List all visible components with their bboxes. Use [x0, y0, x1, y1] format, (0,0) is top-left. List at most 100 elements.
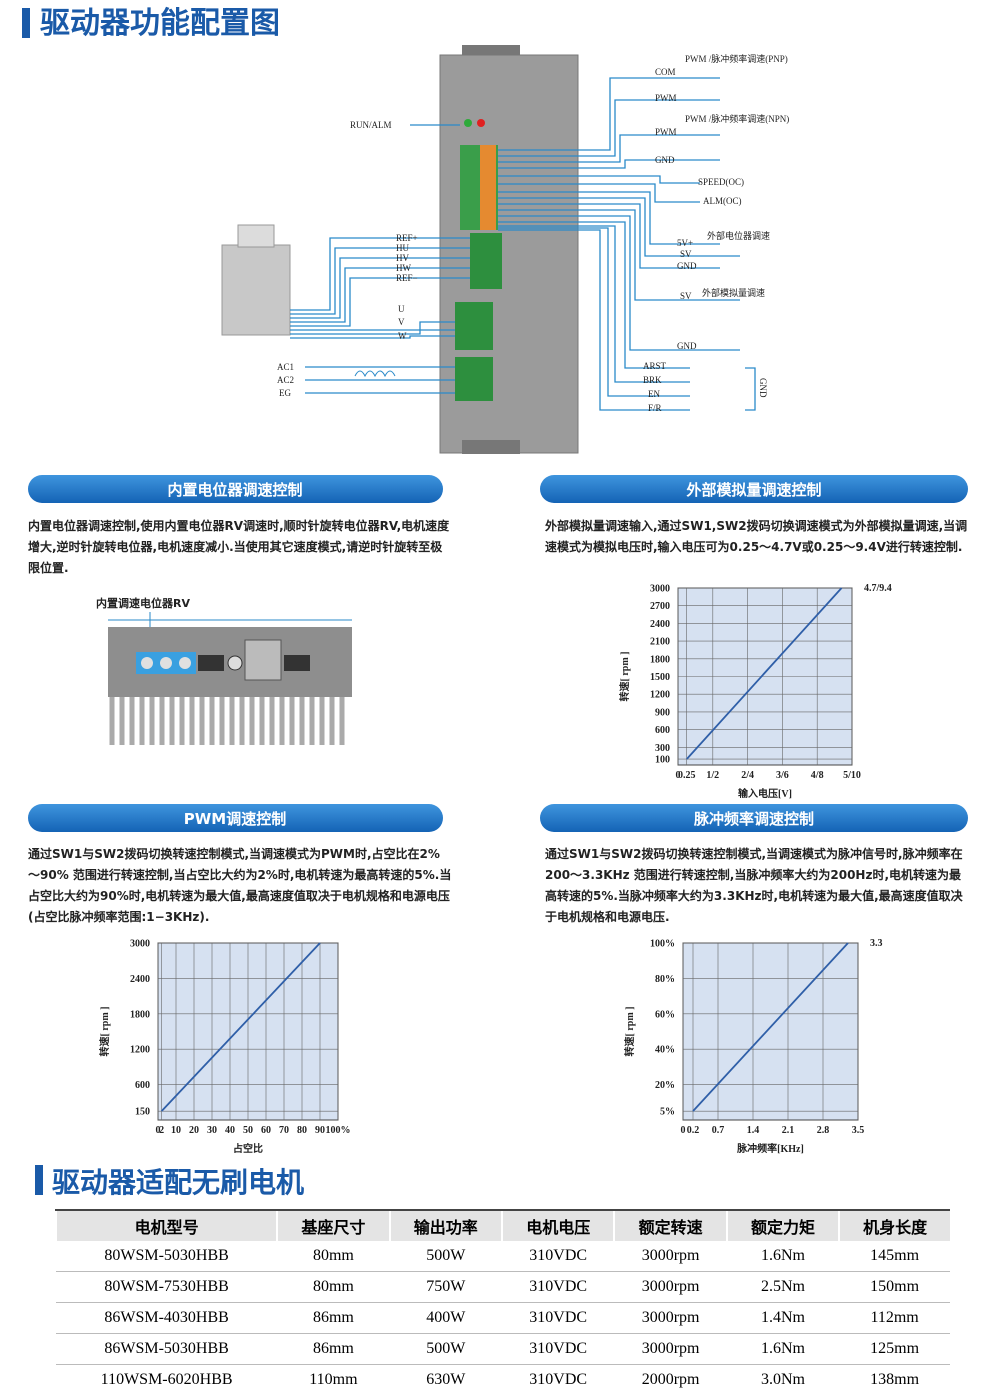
table-cell: 2.5Nm [726, 1271, 840, 1303]
section-bar [540, 475, 968, 503]
data-line [160, 942, 321, 1112]
y-tick-label: 300 [655, 743, 670, 754]
table-cell: 3000rpm [614, 1302, 727, 1334]
diagram-label: W [398, 331, 407, 341]
table-cell: 310VDC [502, 1271, 615, 1303]
y-tick-label: 1500 [650, 672, 670, 683]
section-text: 外部模拟量调速输入,通过SW1,SW2拨码切换调速模式为外部模拟量调速,当调速模… [545, 519, 968, 554]
motor-table: 电机型号 基座尺寸 输出功率 电机电压 额定转速 额定力矩 机身长度 80WSM-5030HB… [54, 1209, 950, 1393]
section-title: 外部模拟量调速控制 [685, 481, 821, 499]
x-tick-label: 70 [279, 1125, 289, 1136]
table-cell: 80mm [277, 1241, 390, 1272]
x-tick-label: 1/2 [706, 770, 719, 781]
potentiometer-image [108, 612, 352, 745]
x-tick-label: 2 [159, 1125, 164, 1136]
x-tick-label: 1.4 [747, 1125, 760, 1136]
table-cell: 750W [389, 1271, 502, 1303]
y-tick-label: 100 [655, 755, 670, 766]
diagram-label: 外部模拟量调速 [702, 287, 765, 298]
table-cell: 500W [389, 1333, 502, 1365]
y-tick-label: 900 [655, 707, 670, 718]
x-tick-label: 0 [681, 1125, 686, 1136]
column-header: 电机电压 [500, 1209, 615, 1241]
x-tick-label: 0.7 [712, 1125, 725, 1136]
table-title: 驱动器适配无刷电机 [52, 1166, 304, 1199]
diagram-label: 5V+ [677, 238, 693, 248]
x-axis-label: 占空比 [233, 1142, 263, 1155]
table-cell: 310VDC [502, 1364, 615, 1393]
table-row: 80WSM-5030HBB 80mm 500W 310VDC 3000rpm 1.6Nm 1… [56, 1241, 950, 1272]
table-cell: 110mm [277, 1364, 390, 1393]
column-header: 额定力矩 [725, 1209, 840, 1241]
table-cell: 3000rpm [614, 1271, 727, 1303]
x-tick-label: 10 [171, 1125, 181, 1136]
diagram-label: SPEED(OC) [698, 177, 744, 187]
section-title: 脉冲频率调速控制 [693, 810, 814, 828]
annotation: 3.3 [870, 938, 883, 949]
table-row: 86WSM-4030HBB 86mm 400W 310VDC 3000rpm 1.4Nm 1… [56, 1302, 950, 1334]
table-cell: 112mm [839, 1302, 950, 1334]
table-cell: 86WSM-4030HBB [56, 1302, 278, 1334]
header-row: 电机型号 基座尺寸 输出功率 电机电压 额定转速 额定力矩 机身长度 [54, 1209, 950, 1241]
table-cell: 80mm [277, 1271, 390, 1303]
y-tick-label: 600 [655, 725, 670, 736]
diagram-label: COM [655, 67, 676, 77]
section-text: 通过SW1与SW2拨码切换转速控制模式,当调速模式为PWM时,占空比在2% ～9… [28, 847, 452, 924]
y-axis-label: 转速[ rpm ] [623, 1007, 636, 1057]
y-tick-label: 60% [655, 1009, 675, 1020]
x-axis-label: 输入电压[V] [738, 787, 792, 800]
table-cell: 630W [389, 1364, 502, 1393]
y-tick-label: 1800 [130, 1009, 150, 1020]
diagram-label: BRK [643, 375, 662, 385]
x-tick-label: 3.5 [852, 1125, 865, 1136]
x-tick-label: 2/4 [741, 770, 754, 781]
y-tick-label: 1800 [650, 654, 670, 665]
table-cell: 310VDC [502, 1241, 615, 1272]
table-cell: 2000rpm [614, 1364, 727, 1393]
table-cell: 145mm [839, 1241, 950, 1272]
diagram-label: HV [396, 253, 409, 263]
y-tick-label: 40% [655, 1045, 675, 1056]
header-mark [35, 1165, 43, 1195]
table-cell: 80WSM-5030HBB [56, 1241, 278, 1272]
table-cell: 500W [389, 1241, 502, 1272]
section-bar [28, 804, 443, 832]
table-cell: 310VDC [502, 1333, 615, 1365]
diagram-label: SV [680, 249, 692, 259]
table-cell: 1.6Nm [726, 1241, 840, 1272]
x-tick-label: 90 [315, 1125, 325, 1136]
table-row: 80WSM-7530HBB 80mm 750W 310VDC 3000rpm 2.5Nm 1… [56, 1271, 950, 1303]
y-axis-label: 转速[ rpm ] [98, 1007, 111, 1057]
y-tick-label: 150 [135, 1107, 150, 1118]
column-header: 额定转速 [613, 1209, 727, 1241]
diagram-label: PWM [655, 127, 677, 137]
diagram-label: U [398, 304, 405, 314]
diagram-label: PWM [655, 93, 677, 103]
y-tick-label: 1200 [130, 1045, 150, 1056]
table-row: 86WSM-5030HBB 86mm 500W 310VDC 3000rpm 1.6Nm 1… [56, 1333, 950, 1365]
diagram-label: REF− [396, 273, 418, 283]
table-cell: 125mm [839, 1333, 950, 1365]
section-bar [540, 804, 968, 832]
diagram-label: RUN/ALM [350, 120, 392, 130]
x-tick-label: 0 [676, 770, 681, 781]
section-text: 通过SW1与SW2拨码切换转速控制模式,当调速模式为脉冲信号时,脉冲频率在200… [545, 847, 963, 924]
diagram: RUN/ALM REF+ HU HV HW REF− U V W AC1 AC2… [221, 45, 789, 454]
data-line [692, 942, 849, 1112]
y-tick-label: 100% [650, 939, 675, 950]
x-tick-label: 50 [243, 1125, 253, 1136]
diagram-label: REF+ [396, 233, 418, 243]
diagram-label: V [398, 317, 405, 327]
y-axis-label: 转速[ rpm ] [618, 652, 631, 702]
table-cell: 138mm [839, 1364, 950, 1393]
x-tick-label: 80 [297, 1125, 307, 1136]
data-line [686, 587, 843, 760]
x-tick-label: 20 [189, 1125, 199, 1136]
x-tick-label: 4/8 [811, 770, 824, 781]
table-cell: 3000rpm [614, 1241, 727, 1272]
column-header: 基座尺寸 [276, 1209, 390, 1241]
column-header: 电机型号 [54, 1209, 278, 1241]
diagram-label: EN [648, 389, 660, 399]
